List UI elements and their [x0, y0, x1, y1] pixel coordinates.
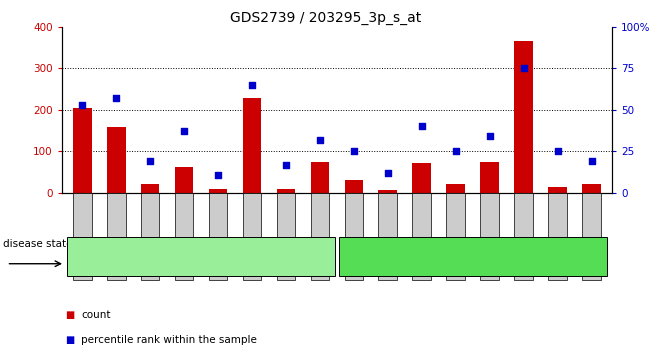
Text: ■: ■ [65, 335, 74, 345]
Bar [243, 193, 261, 280]
Bar [73, 108, 92, 193]
Text: disease state: disease state [3, 239, 73, 249]
Text: GSM177456: GSM177456 [146, 209, 155, 264]
Bar [107, 127, 126, 193]
Bar [582, 184, 601, 193]
Bar [480, 193, 499, 280]
Text: hyperplastic enlarged lobular unit: hyperplastic enlarged lobular unit [384, 252, 561, 262]
Bar [73, 193, 92, 280]
Bar [209, 193, 227, 280]
Point [314, 137, 325, 143]
Text: GSM177453: GSM177453 [587, 209, 596, 264]
Bar [107, 193, 126, 280]
Bar [209, 189, 227, 193]
Point [553, 149, 563, 154]
Bar [339, 237, 607, 276]
Text: GSM177455: GSM177455 [112, 209, 120, 264]
Text: GSM177451: GSM177451 [519, 209, 528, 264]
Bar [447, 193, 465, 280]
Bar [548, 193, 567, 280]
Bar [277, 193, 296, 280]
Bar [344, 193, 363, 280]
Bar [447, 184, 465, 193]
Bar [141, 184, 159, 193]
Text: GSM177457: GSM177457 [180, 209, 189, 264]
Bar [277, 189, 296, 193]
Bar [67, 237, 335, 276]
Point [349, 149, 359, 154]
Point [281, 162, 291, 167]
Text: count: count [81, 310, 111, 320]
Bar [311, 193, 329, 280]
Point [383, 170, 393, 176]
Bar [174, 167, 193, 193]
Point [111, 95, 121, 101]
Point [518, 65, 529, 71]
Text: GSM177459: GSM177459 [247, 209, 256, 264]
Point [145, 159, 156, 164]
Text: GSM177458: GSM177458 [214, 209, 223, 264]
Text: GSM177447: GSM177447 [383, 209, 393, 264]
Bar [378, 190, 397, 193]
Text: GSM177460: GSM177460 [281, 209, 290, 264]
Text: GSM177461: GSM177461 [316, 209, 324, 264]
Bar [548, 187, 567, 193]
Text: percentile rank within the sample: percentile rank within the sample [81, 335, 257, 345]
Bar [582, 193, 601, 280]
Text: GSM177450: GSM177450 [485, 209, 494, 264]
Point [417, 124, 427, 129]
Point [484, 133, 495, 139]
Text: GSM177446: GSM177446 [350, 209, 358, 264]
Text: GSM177449: GSM177449 [451, 209, 460, 264]
Point [247, 82, 257, 88]
Bar [141, 193, 159, 280]
Point [450, 149, 461, 154]
Point [213, 172, 223, 177]
Bar [311, 162, 329, 193]
Bar [514, 41, 533, 193]
Bar [174, 193, 193, 280]
Bar [243, 98, 261, 193]
Text: normal terminal duct lobular unit: normal terminal duct lobular unit [115, 252, 288, 262]
Bar [480, 162, 499, 193]
Point [77, 102, 87, 108]
Point [179, 129, 189, 134]
Text: GSM177454: GSM177454 [77, 209, 87, 264]
Point [587, 159, 597, 164]
Bar [344, 181, 363, 193]
Bar [514, 193, 533, 280]
Text: GSM177448: GSM177448 [417, 209, 426, 264]
Bar [413, 193, 431, 280]
Bar [378, 193, 397, 280]
Text: ■: ■ [65, 310, 74, 320]
Bar [413, 163, 431, 193]
Text: GDS2739 / 203295_3p_s_at: GDS2739 / 203295_3p_s_at [230, 11, 421, 25]
Text: GSM177452: GSM177452 [553, 209, 562, 264]
